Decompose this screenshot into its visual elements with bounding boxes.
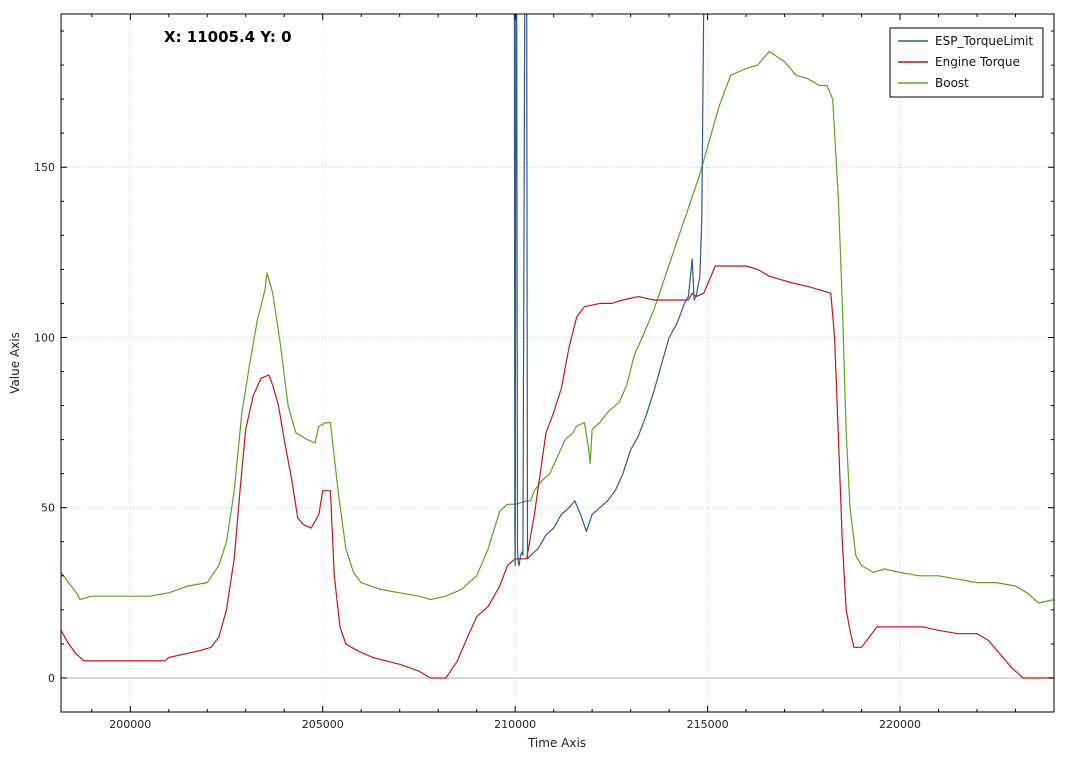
y-tick-label: 150 bbox=[34, 161, 55, 174]
series-line-esp-torquelimit bbox=[513, 14, 705, 567]
x-axis-title: Time Axis bbox=[527, 736, 586, 750]
series-layer bbox=[61, 14, 1054, 679]
plot-area[interactable] bbox=[61, 14, 1054, 712]
x-tick-label: 200000 bbox=[109, 718, 151, 731]
x-tick-label: 215000 bbox=[687, 718, 729, 731]
x-tick-label: 210000 bbox=[494, 718, 536, 731]
y-tick-label: 100 bbox=[34, 331, 55, 344]
legend-label-engine-torque: Engine Torque bbox=[935, 55, 1020, 69]
plot-frame bbox=[60, 13, 1055, 713]
axis-ticks: 200000 205000 210000 215000 220000 0 50 100 150 bbox=[34, 14, 1055, 731]
series-line-boost bbox=[61, 50, 1054, 604]
y-axis-title: Value Axis bbox=[8, 332, 22, 394]
y-tick-label: 50 bbox=[41, 502, 55, 515]
legend-label-boost: Boost bbox=[935, 76, 969, 90]
cursor-coordinate-readout: X: 11005.4 Y: 0 bbox=[164, 28, 292, 46]
series-line-engine-torque bbox=[61, 265, 1054, 679]
x-tick-label: 205000 bbox=[302, 718, 344, 731]
y-tick-label: 0 bbox=[48, 672, 55, 685]
legend: ESP_TorqueLimit Engine Torque Boost bbox=[889, 27, 1044, 98]
legend-label-esp-torquelimit: ESP_TorqueLimit bbox=[935, 34, 1033, 48]
x-tick-label: 220000 bbox=[879, 718, 921, 731]
